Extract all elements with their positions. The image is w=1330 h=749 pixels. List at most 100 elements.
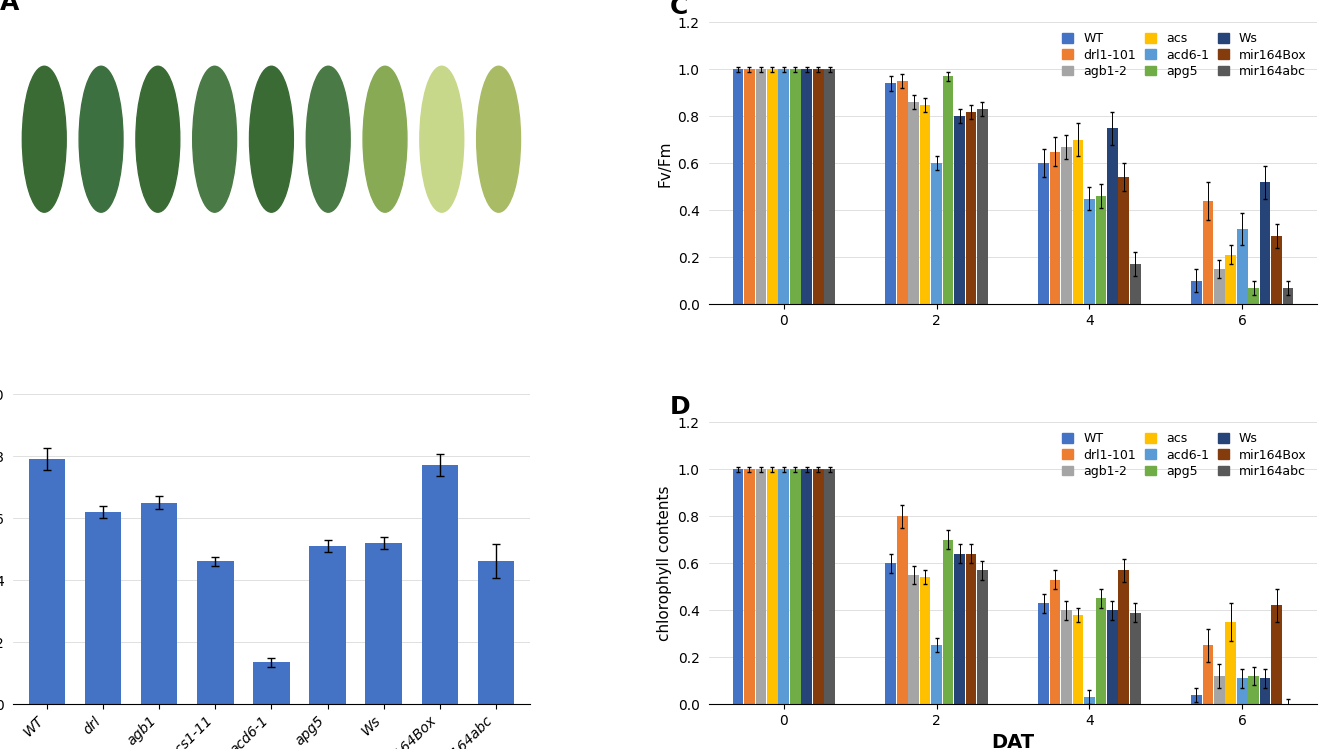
- Bar: [790, 70, 801, 304]
- Bar: [366, 543, 402, 704]
- Bar: [1192, 694, 1202, 704]
- Legend: WT, drl1-101, agb1-2, acs, acd6-1, apg5, Ws, mir164Box, mir164abc: WT, drl1-101, agb1-2, acs, acd6-1, apg5,…: [1059, 428, 1310, 482]
- Text: Col-0: Col-0: [35, 38, 55, 47]
- Bar: [253, 662, 290, 704]
- Y-axis label: chlorophyll contents: chlorophyll contents: [657, 485, 672, 641]
- Text: Ws-0: Ws-0: [375, 38, 395, 47]
- Bar: [1107, 610, 1117, 704]
- Text: C: C: [669, 0, 688, 19]
- Bar: [1039, 603, 1049, 704]
- Bar: [778, 70, 789, 304]
- Bar: [920, 105, 931, 304]
- Bar: [1072, 615, 1084, 704]
- Ellipse shape: [193, 66, 237, 212]
- Bar: [931, 646, 942, 704]
- Text: apg5: apg5: [319, 38, 338, 47]
- Ellipse shape: [136, 66, 180, 212]
- Bar: [743, 70, 755, 304]
- Bar: [1237, 229, 1248, 304]
- Ellipse shape: [306, 66, 350, 212]
- Bar: [943, 76, 954, 304]
- Bar: [1084, 198, 1095, 304]
- Bar: [886, 563, 896, 704]
- Text: miR164abc: miR164abc: [477, 38, 520, 47]
- Bar: [896, 516, 907, 704]
- Text: agb1-2: agb1-2: [145, 38, 172, 47]
- Bar: [813, 470, 823, 704]
- Bar: [733, 70, 743, 304]
- Bar: [1049, 580, 1060, 704]
- Bar: [954, 116, 964, 304]
- Bar: [1061, 610, 1072, 704]
- Bar: [733, 470, 743, 704]
- Text: miR164Box: miR164Box: [420, 38, 464, 47]
- Bar: [743, 470, 755, 704]
- Bar: [920, 577, 931, 704]
- Bar: [886, 83, 896, 304]
- Bar: [1049, 151, 1060, 304]
- X-axis label: DAT: DAT: [991, 733, 1035, 749]
- Bar: [825, 470, 835, 704]
- Bar: [802, 470, 813, 704]
- Bar: [978, 570, 988, 704]
- Ellipse shape: [476, 66, 520, 212]
- Bar: [1130, 613, 1141, 704]
- Bar: [908, 103, 919, 304]
- Bar: [85, 512, 121, 704]
- Bar: [1202, 646, 1213, 704]
- Bar: [1214, 269, 1225, 304]
- Bar: [1039, 163, 1049, 304]
- Bar: [896, 81, 907, 304]
- Bar: [1225, 255, 1236, 304]
- Bar: [767, 70, 778, 304]
- Bar: [1249, 676, 1260, 704]
- Bar: [1225, 622, 1236, 704]
- Bar: [755, 470, 766, 704]
- Legend: WT, drl1-101, agb1-2, acs, acd6-1, apg5, Ws, mir164Box, mir164abc: WT, drl1-101, agb1-2, acs, acd6-1, apg5,…: [1059, 28, 1310, 82]
- Bar: [141, 503, 177, 704]
- Ellipse shape: [23, 66, 66, 212]
- Bar: [966, 112, 976, 304]
- Bar: [813, 70, 823, 304]
- Bar: [1237, 679, 1248, 704]
- Y-axis label: Fv/Fm: Fv/Fm: [657, 140, 672, 187]
- Bar: [1119, 570, 1129, 704]
- Bar: [978, 109, 988, 304]
- Bar: [931, 163, 942, 304]
- Ellipse shape: [250, 66, 294, 212]
- Bar: [966, 554, 976, 704]
- Bar: [1096, 598, 1107, 704]
- Bar: [1107, 128, 1117, 304]
- Text: acs: acs: [209, 38, 221, 47]
- Bar: [1130, 264, 1141, 304]
- Bar: [1192, 281, 1202, 304]
- Text: acd6-1: acd6-1: [258, 38, 285, 47]
- Bar: [1249, 288, 1260, 304]
- Bar: [825, 70, 835, 304]
- Bar: [767, 470, 778, 704]
- Bar: [1202, 201, 1213, 304]
- Bar: [1119, 178, 1129, 304]
- Bar: [29, 459, 65, 704]
- Bar: [1096, 196, 1107, 304]
- Bar: [1260, 182, 1270, 304]
- Bar: [1072, 140, 1084, 304]
- Bar: [954, 554, 964, 704]
- Bar: [755, 70, 766, 304]
- Bar: [790, 470, 801, 704]
- Bar: [1260, 679, 1270, 704]
- Bar: [477, 562, 515, 704]
- Bar: [1282, 288, 1293, 304]
- Ellipse shape: [363, 66, 407, 212]
- Bar: [943, 540, 954, 704]
- Ellipse shape: [78, 66, 122, 212]
- Bar: [1271, 236, 1282, 304]
- Bar: [1084, 697, 1095, 704]
- Bar: [422, 465, 458, 704]
- Text: D: D: [669, 395, 690, 419]
- Bar: [197, 562, 234, 704]
- Bar: [1214, 676, 1225, 704]
- Text: drl1-101: drl1-101: [85, 38, 117, 47]
- Bar: [778, 470, 789, 704]
- Bar: [310, 546, 346, 704]
